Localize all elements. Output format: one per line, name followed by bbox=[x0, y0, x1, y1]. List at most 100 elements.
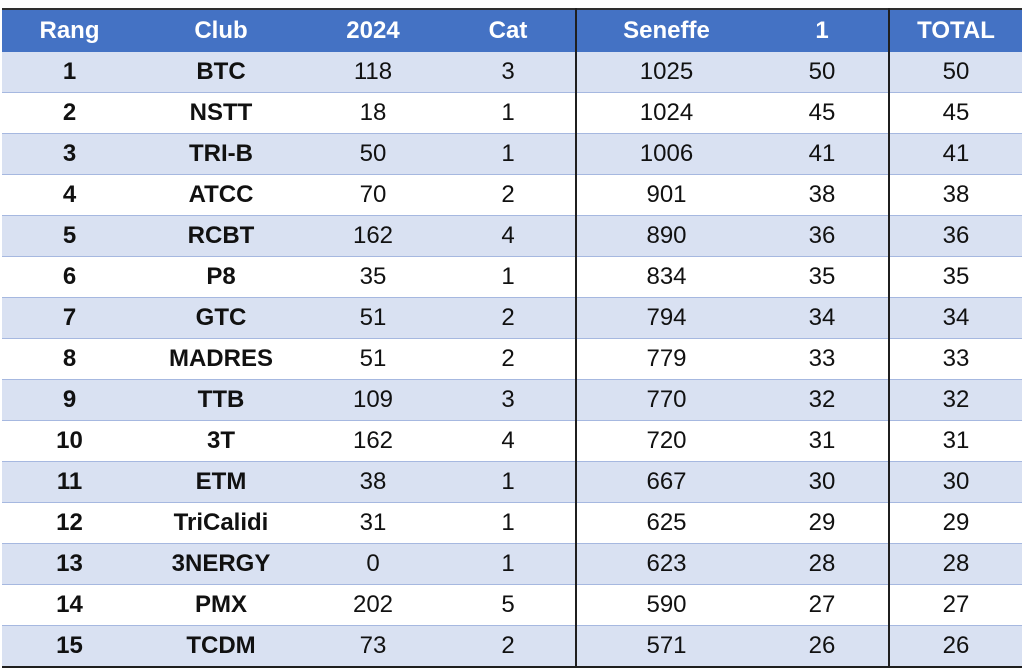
seneffe-cell: 770 bbox=[576, 379, 756, 421]
club-cell: RCBT bbox=[137, 215, 305, 257]
total-cell: 30 bbox=[889, 461, 1022, 503]
seneffe-cell: 623 bbox=[576, 543, 756, 585]
club-cell: TRI-B bbox=[137, 133, 305, 175]
total-cell: 27 bbox=[889, 584, 1022, 626]
total-cell: 35 bbox=[889, 256, 1022, 298]
table-row: 8 MADRES 51 2 779 33 33 bbox=[2, 338, 1022, 380]
total-cell: 33 bbox=[889, 338, 1022, 380]
cat-cell: 1 bbox=[441, 133, 577, 175]
header-row: Rang Club 2024 Cat Seneffe 1 TOTAL bbox=[2, 8, 1022, 52]
club-cell: 3T bbox=[137, 420, 305, 462]
rank-cell: 7 bbox=[2, 297, 137, 339]
points-cell: 30 bbox=[756, 461, 890, 503]
year-2024-cell: 50 bbox=[305, 133, 441, 175]
club-cell: BTC bbox=[137, 52, 305, 93]
total-cell: 45 bbox=[889, 92, 1022, 134]
total-cell: 29 bbox=[889, 502, 1022, 544]
table-row: 1 BTC 118 3 1025 50 50 bbox=[2, 52, 1022, 93]
club-cell: MADRES bbox=[137, 338, 305, 380]
year-2024-cell: 73 bbox=[305, 625, 441, 668]
seneffe-cell: 625 bbox=[576, 502, 756, 544]
rank-cell: 15 bbox=[2, 625, 137, 668]
table-row: 2 NSTT 18 1 1024 45 45 bbox=[2, 92, 1022, 134]
table-row: 10 3T 162 4 720 31 31 bbox=[2, 420, 1022, 462]
rank-cell: 1 bbox=[2, 52, 137, 93]
points-cell: 32 bbox=[756, 379, 890, 421]
total-cell: 36 bbox=[889, 215, 1022, 257]
cat-cell: 5 bbox=[441, 584, 577, 626]
points-cell: 41 bbox=[756, 133, 890, 175]
year-2024-cell: 51 bbox=[305, 338, 441, 380]
cat-cell: 3 bbox=[441, 379, 577, 421]
header-points: 1 bbox=[756, 8, 890, 52]
club-cell: TCDM bbox=[137, 625, 305, 668]
club-cell: ATCC bbox=[137, 174, 305, 216]
rank-cell: 14 bbox=[2, 584, 137, 626]
rank-cell: 8 bbox=[2, 338, 137, 380]
cat-cell: 2 bbox=[441, 338, 577, 380]
club-cell: P8 bbox=[137, 256, 305, 298]
points-cell: 33 bbox=[756, 338, 890, 380]
seneffe-cell: 779 bbox=[576, 338, 756, 380]
year-2024-cell: 118 bbox=[305, 52, 441, 93]
year-2024-cell: 109 bbox=[305, 379, 441, 421]
rank-cell: 6 bbox=[2, 256, 137, 298]
header-2024: 2024 bbox=[305, 8, 441, 52]
seneffe-cell: 1024 bbox=[576, 92, 756, 134]
club-cell: ETM bbox=[137, 461, 305, 503]
points-cell: 45 bbox=[756, 92, 890, 134]
cat-cell: 2 bbox=[441, 297, 577, 339]
year-2024-cell: 162 bbox=[305, 215, 441, 257]
points-cell: 36 bbox=[756, 215, 890, 257]
total-cell: 41 bbox=[889, 133, 1022, 175]
rank-cell: 3 bbox=[2, 133, 137, 175]
rank-cell: 2 bbox=[2, 92, 137, 134]
points-cell: 27 bbox=[756, 584, 890, 626]
ranking-table: Rang Club 2024 Cat Seneffe 1 TOTAL 1 BTC 1… bbox=[2, 8, 1022, 668]
seneffe-cell: 590 bbox=[576, 584, 756, 626]
club-cell: GTC bbox=[137, 297, 305, 339]
header-seneffe: Seneffe bbox=[576, 8, 756, 52]
table-row: 3 TRI-B 50 1 1006 41 41 bbox=[2, 133, 1022, 175]
total-cell: 28 bbox=[889, 543, 1022, 585]
table-row: 7 GTC 51 2 794 34 34 bbox=[2, 297, 1022, 339]
seneffe-cell: 720 bbox=[576, 420, 756, 462]
year-2024-cell: 0 bbox=[305, 543, 441, 585]
total-cell: 50 bbox=[889, 52, 1022, 93]
cat-cell: 1 bbox=[441, 461, 577, 503]
seneffe-cell: 667 bbox=[576, 461, 756, 503]
cat-cell: 1 bbox=[441, 256, 577, 298]
table-row: 12 TriCalidi 31 1 625 29 29 bbox=[2, 502, 1022, 544]
header-rang: Rang bbox=[2, 8, 137, 52]
cat-cell: 2 bbox=[441, 625, 577, 668]
club-cell: PMX bbox=[137, 584, 305, 626]
points-cell: 34 bbox=[756, 297, 890, 339]
year-2024-cell: 162 bbox=[305, 420, 441, 462]
total-cell: 38 bbox=[889, 174, 1022, 216]
year-2024-cell: 51 bbox=[305, 297, 441, 339]
table-row: 9 TTB 109 3 770 32 32 bbox=[2, 379, 1022, 421]
total-cell: 31 bbox=[889, 420, 1022, 462]
total-cell: 32 bbox=[889, 379, 1022, 421]
header-total: TOTAL bbox=[889, 8, 1022, 52]
year-2024-cell: 38 bbox=[305, 461, 441, 503]
table-row: 13 3NERGY 0 1 623 28 28 bbox=[2, 543, 1022, 585]
club-cell: 3NERGY bbox=[137, 543, 305, 585]
points-cell: 35 bbox=[756, 256, 890, 298]
rank-cell: 4 bbox=[2, 174, 137, 216]
seneffe-cell: 1025 bbox=[576, 52, 756, 93]
points-cell: 31 bbox=[756, 420, 890, 462]
table-row: 11 ETM 38 1 667 30 30 bbox=[2, 461, 1022, 503]
cat-cell: 1 bbox=[441, 502, 577, 544]
club-cell: NSTT bbox=[137, 92, 305, 134]
seneffe-cell: 794 bbox=[576, 297, 756, 339]
seneffe-cell: 834 bbox=[576, 256, 756, 298]
header-cat: Cat bbox=[441, 8, 577, 52]
rank-cell: 9 bbox=[2, 379, 137, 421]
cat-cell: 4 bbox=[441, 420, 577, 462]
club-cell: TriCalidi bbox=[137, 502, 305, 544]
cat-cell: 2 bbox=[441, 174, 577, 216]
cat-cell: 4 bbox=[441, 215, 577, 257]
rank-cell: 10 bbox=[2, 420, 137, 462]
